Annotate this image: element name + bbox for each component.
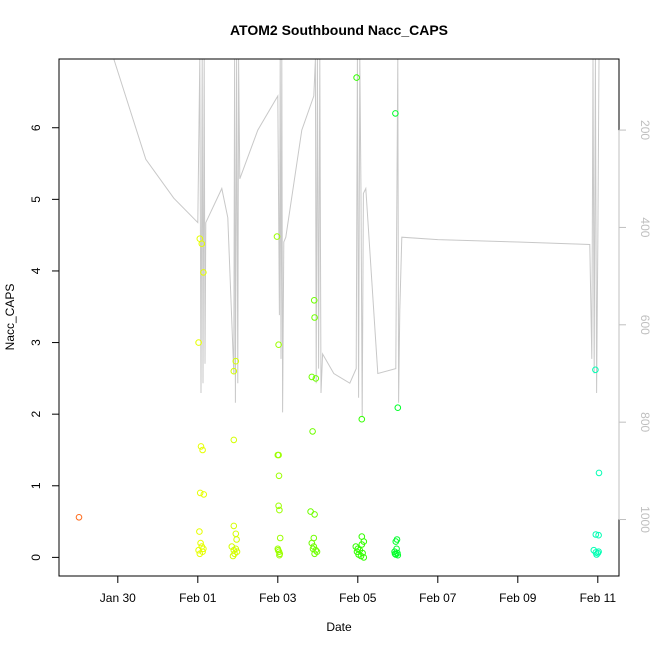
data-point (275, 341, 282, 349)
secondary-tick-label: 400 (638, 217, 650, 237)
data-point (592, 366, 599, 374)
data-point (195, 339, 202, 346)
data-point (311, 314, 318, 321)
data-point (273, 233, 281, 240)
secondary-tick-label: 1000 (638, 506, 650, 533)
data-point (197, 443, 205, 450)
altitude-profile-line (113, 58, 600, 418)
data-point (595, 531, 602, 539)
data-point (275, 472, 283, 480)
y-axis-label: Nacc_CAPS (3, 284, 17, 351)
points-layer (75, 74, 603, 561)
data-point (358, 415, 366, 423)
x-tick-label: Jan 30 (100, 591, 136, 605)
data-point (197, 539, 204, 547)
data-point (232, 357, 240, 365)
data-point (75, 514, 83, 521)
y-axis: 0 1 2 3 4 5 6 (29, 124, 60, 561)
data-point (199, 446, 206, 454)
data-point (230, 367, 238, 375)
x-tick-label: Feb 03 (259, 591, 297, 605)
secondary-tick-label: 600 (638, 315, 650, 335)
data-point (312, 375, 320, 382)
data-point (276, 551, 283, 559)
y-tick-label: 0 (29, 554, 43, 561)
x-tick-label: Feb 11 (580, 591, 617, 605)
data-point (311, 511, 318, 518)
y-tick-label: 1 (29, 482, 43, 489)
data-point (308, 373, 316, 381)
data-point (233, 548, 241, 556)
y-tick-label: 3 (29, 339, 43, 346)
data-point (233, 536, 240, 543)
data-point (353, 74, 360, 81)
data-point (391, 550, 399, 558)
data-point (276, 506, 283, 514)
data-point (312, 546, 320, 554)
secondary-y-axis: 200 400 600 800 1000 (618, 120, 650, 533)
plot-frame (58, 58, 620, 577)
data-point (310, 297, 318, 304)
y-tick-label: 2 (29, 411, 43, 418)
data-point (196, 489, 204, 497)
x-axis: Jan 30 Feb 01 Feb 03 Feb 05 Feb 07 Feb 09 Feb … (100, 575, 617, 605)
secondary-tick-label: 800 (638, 412, 650, 432)
chart-title: ATOM2 Southbound Nacc_CAPS (230, 22, 448, 38)
data-point (307, 508, 314, 515)
data-point (232, 530, 240, 538)
data-point (276, 534, 284, 542)
data-point (595, 469, 603, 477)
data-point (230, 522, 238, 530)
data-point (200, 491, 208, 498)
data-point (309, 428, 316, 435)
data-point (392, 538, 400, 545)
altitude-profile-layer (113, 58, 600, 418)
data-point (394, 404, 402, 412)
data-point (196, 528, 203, 535)
data-point (196, 550, 204, 558)
data-point (275, 451, 282, 459)
data-point (313, 548, 321, 556)
data-point (200, 269, 207, 276)
data-point (229, 552, 237, 560)
data-point (230, 436, 238, 444)
y-tick-label: 4 (29, 267, 43, 274)
data-point (360, 554, 368, 561)
data-point (358, 541, 366, 548)
y-tick-label: 5 (29, 196, 43, 203)
y-tick-label: 6 (29, 124, 43, 131)
x-tick-label: Feb 09 (499, 591, 537, 605)
x-tick-label: Feb 07 (419, 591, 457, 605)
data-point (592, 531, 600, 538)
secondary-tick-label: 200 (638, 120, 650, 140)
data-point (275, 502, 282, 510)
x-tick-label: Feb 05 (339, 591, 377, 605)
data-point (392, 110, 399, 117)
data-point (198, 240, 206, 247)
data-point (200, 545, 207, 553)
x-tick-label: Feb 01 (179, 591, 217, 605)
data-point (595, 548, 602, 556)
x-axis-label: Date (326, 620, 352, 634)
